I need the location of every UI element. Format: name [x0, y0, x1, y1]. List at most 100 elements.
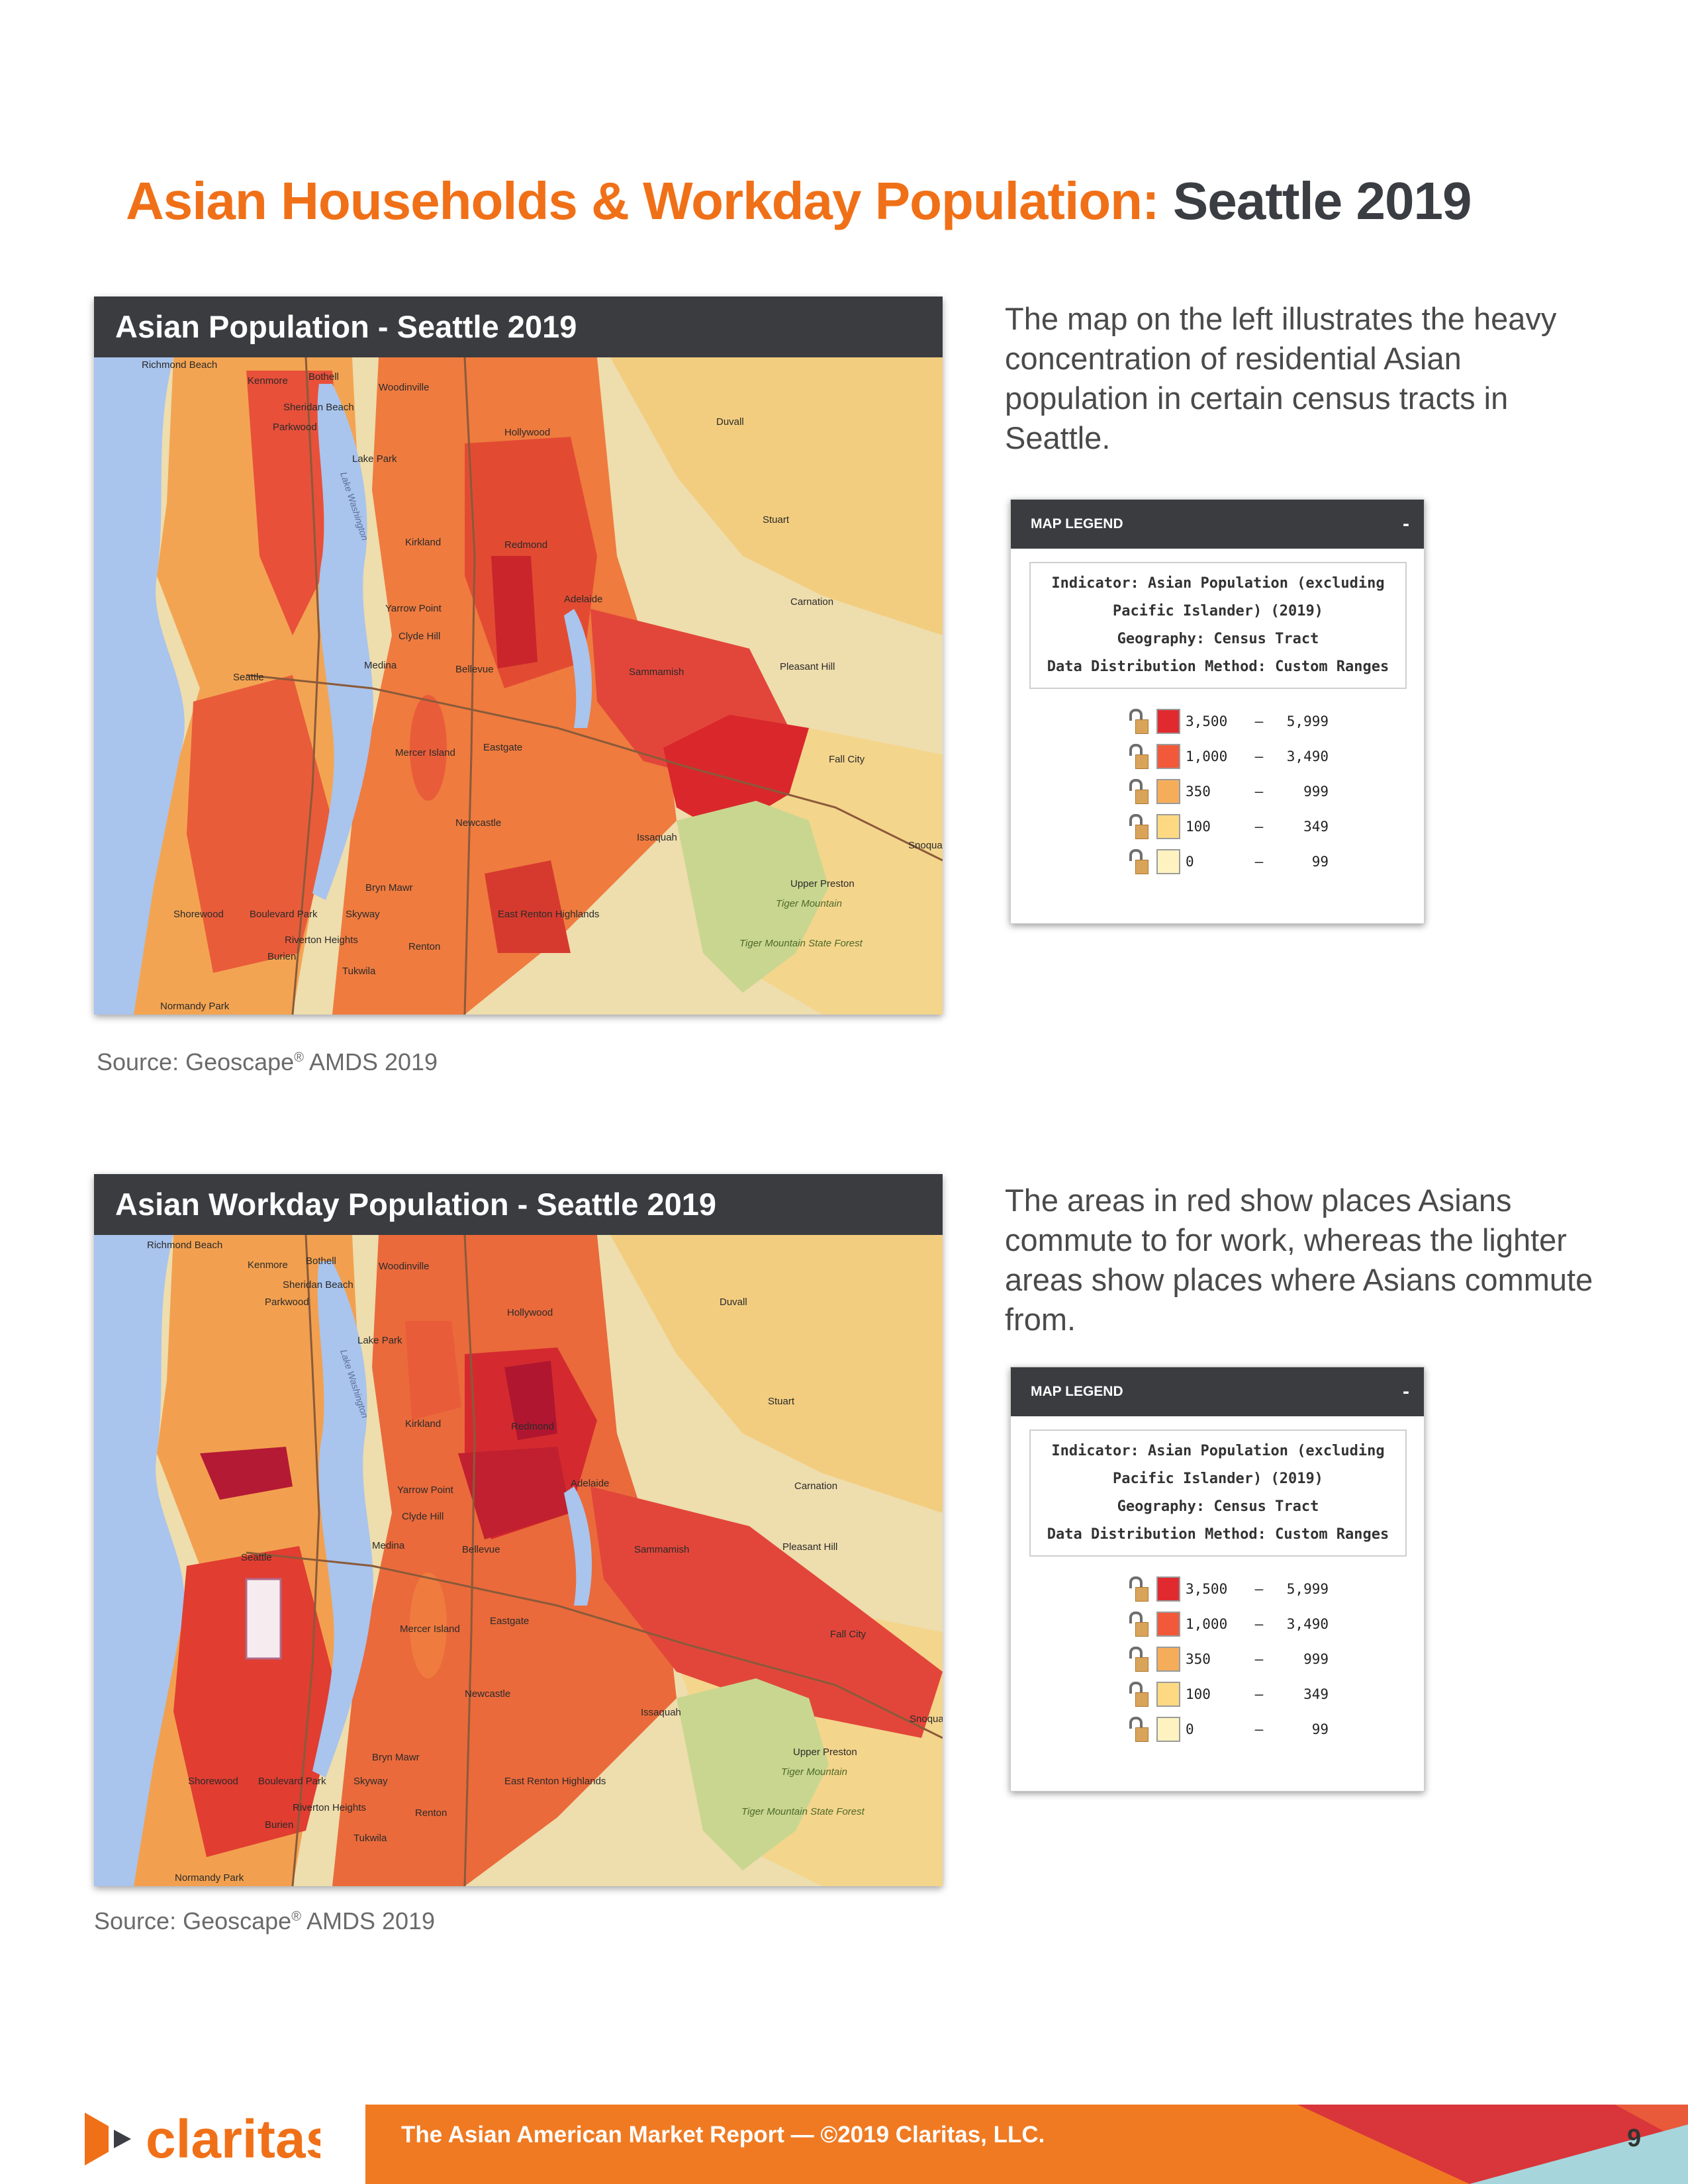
svg-text:Pleasant Hill: Pleasant Hill — [780, 661, 835, 672]
svg-text:Richmond Beach: Richmond Beach — [142, 359, 217, 371]
svg-text:Carnation: Carnation — [790, 596, 833, 608]
svg-text:Pleasant Hill: Pleasant Hill — [782, 1541, 837, 1553]
svg-text:Burien: Burien — [265, 1819, 293, 1831]
svg-text:Bryn Mawr: Bryn Mawr — [365, 882, 413, 893]
claritas-logo: claritas — [85, 2109, 320, 2169]
unlock-icon[interactable] — [1129, 1576, 1149, 1602]
puget-sound-water — [94, 357, 185, 1015]
legend-row: 1,000—3,490 — [1129, 739, 1424, 774]
svg-text:Redmond: Redmond — [511, 1421, 554, 1432]
svg-text:Bellevue: Bellevue — [455, 664, 494, 675]
legend-info: Indicator: Asian Population (excluding P… — [1029, 562, 1407, 689]
lake-washington-water — [312, 384, 373, 900]
unlock-icon[interactable] — [1129, 1681, 1149, 1707]
unlock-icon[interactable] — [1129, 743, 1149, 769]
svg-text:Sammamish: Sammamish — [634, 1544, 689, 1555]
svg-text:Carnation: Carnation — [794, 1480, 837, 1492]
svg-text:Kirkland: Kirkland — [405, 1418, 441, 1430]
map-legend: MAP LEGEND - Indicator: Asian Population… — [1010, 499, 1425, 924]
choropleth-map[interactable]: Richmond Beach Kenmore Bothell Woodinvil… — [94, 357, 943, 1015]
lake-sammamish-water — [564, 609, 592, 728]
svg-text:Richmond Beach: Richmond Beach — [147, 1240, 222, 1251]
svg-text:Hollywood: Hollywood — [504, 427, 550, 438]
asian-workday-population-map-panel: Asian Workday Population - Seattle 2019 … — [94, 1174, 943, 1886]
legend-header: MAP LEGEND - — [1011, 500, 1424, 549]
footer-text: The Asian American Market Report — ©2019… — [401, 2122, 1045, 2148]
svg-text:Duvall: Duvall — [716, 416, 744, 428]
svg-text:Renton: Renton — [415, 1807, 447, 1819]
color-swatch[interactable] — [1156, 743, 1180, 769]
svg-text:Normandy Park: Normandy Park — [160, 1001, 230, 1012]
svg-text:Woodinville: Woodinville — [379, 382, 429, 393]
svg-text:Mercer Island: Mercer Island — [395, 747, 455, 758]
svg-text:Snoqua: Snoqua — [910, 1713, 943, 1725]
svg-text:Medina: Medina — [372, 1540, 405, 1551]
color-swatch[interactable] — [1156, 848, 1180, 874]
svg-text:Issaquah: Issaquah — [637, 832, 677, 843]
downtown-high-density — [200, 1447, 293, 1500]
unlock-icon[interactable] — [1129, 708, 1149, 734]
svg-text:Redmond: Redmond — [504, 539, 547, 551]
unlock-icon[interactable] — [1129, 848, 1149, 874]
svg-text:Upper Preston: Upper Preston — [793, 1747, 857, 1758]
svg-text:Sheridan Beach: Sheridan Beach — [283, 1279, 353, 1291]
page-title: Asian Households & Workday Population: S… — [126, 171, 1472, 232]
svg-text:Lake Park: Lake Park — [352, 453, 397, 465]
color-swatch[interactable] — [1156, 708, 1180, 734]
asian-population-map-panel: Asian Population - Seattle 2019 Richmond… — [94, 296, 943, 1015]
svg-text:Bellevue: Bellevue — [462, 1544, 500, 1555]
color-swatch[interactable] — [1156, 1576, 1180, 1602]
svg-text:Yarrow Point: Yarrow Point — [397, 1484, 454, 1496]
legend-ranges: 3,500—5,999 1,000—3,490 350—999 100—349 … — [1011, 704, 1424, 879]
svg-text:Kenmore: Kenmore — [248, 375, 288, 387]
page-title-city: Seattle 2019 — [1172, 171, 1472, 230]
logo-wordmark: claritas — [146, 2109, 320, 2169]
svg-text:Eastgate: Eastgate — [483, 742, 522, 753]
svg-text:Fall City: Fall City — [829, 754, 865, 765]
legend-collapse-button[interactable]: - — [1403, 1381, 1409, 1402]
svg-text:Newcastle: Newcastle — [455, 817, 501, 829]
svg-text:Fall City: Fall City — [830, 1629, 867, 1640]
svg-text:Stuart: Stuart — [763, 514, 790, 525]
color-swatch[interactable] — [1156, 1716, 1180, 1742]
svg-text:Parkwood: Parkwood — [273, 422, 317, 433]
svg-text:Tukwila: Tukwila — [342, 966, 376, 977]
legend-header: MAP LEGEND - — [1011, 1367, 1424, 1416]
svg-text:Mercer Island: Mercer Island — [400, 1623, 460, 1635]
svg-text:Riverton Heights: Riverton Heights — [285, 934, 358, 946]
color-swatch[interactable] — [1156, 1646, 1180, 1672]
svg-text:Skyway: Skyway — [353, 1776, 388, 1787]
svg-text:Sammamish: Sammamish — [629, 666, 684, 678]
color-swatch[interactable] — [1156, 813, 1180, 839]
legend-ranges: 3,500—5,999 1,000—3,490 350—999 100—349 … — [1011, 1571, 1424, 1747]
svg-text:Hollywood: Hollywood — [507, 1307, 553, 1318]
industrial-tract — [245, 1578, 282, 1660]
svg-text:Tukwila: Tukwila — [353, 1833, 387, 1844]
unlock-icon[interactable] — [1129, 1646, 1149, 1672]
svg-text:Normandy Park: Normandy Park — [175, 1872, 244, 1884]
mercer-island — [410, 1572, 447, 1678]
unlock-icon[interactable] — [1129, 813, 1149, 839]
legend-info: Indicator: Asian Population (excluding P… — [1029, 1430, 1407, 1557]
color-swatch[interactable] — [1156, 1681, 1180, 1707]
south-seattle-tracts — [173, 1546, 339, 1857]
svg-text:Seattle: Seattle — [241, 1552, 272, 1563]
legend-collapse-button[interactable]: - — [1403, 513, 1409, 535]
color-swatch[interactable] — [1156, 1611, 1180, 1637]
page-title-highlight: Asian Households & Workday Population: — [126, 171, 1160, 230]
map-description: The areas in red show places Asians comm… — [1005, 1183, 1593, 1337]
unlock-icon[interactable] — [1129, 1611, 1149, 1637]
high-density-tract — [504, 1361, 557, 1440]
unlock-icon[interactable] — [1129, 778, 1149, 804]
svg-text:Medina: Medina — [364, 660, 397, 671]
svg-text:Stuart: Stuart — [768, 1396, 795, 1407]
svg-text:Snoqua: Snoqua — [908, 840, 943, 851]
svg-text:Clyde Hill: Clyde Hill — [402, 1511, 444, 1522]
unlock-icon[interactable] — [1129, 1716, 1149, 1742]
issaquah-high-density — [663, 715, 809, 834]
color-swatch[interactable] — [1156, 778, 1180, 804]
map-source: Source: Geoscape® AMDS 2019 — [97, 1048, 438, 1075]
footer-accent — [1297, 2105, 1688, 2184]
map-description: The map on the left illustrates the heav… — [1005, 301, 1557, 455]
choropleth-map[interactable]: Richmond Beach Kenmore Bothell Woodinvil… — [94, 1235, 943, 1886]
